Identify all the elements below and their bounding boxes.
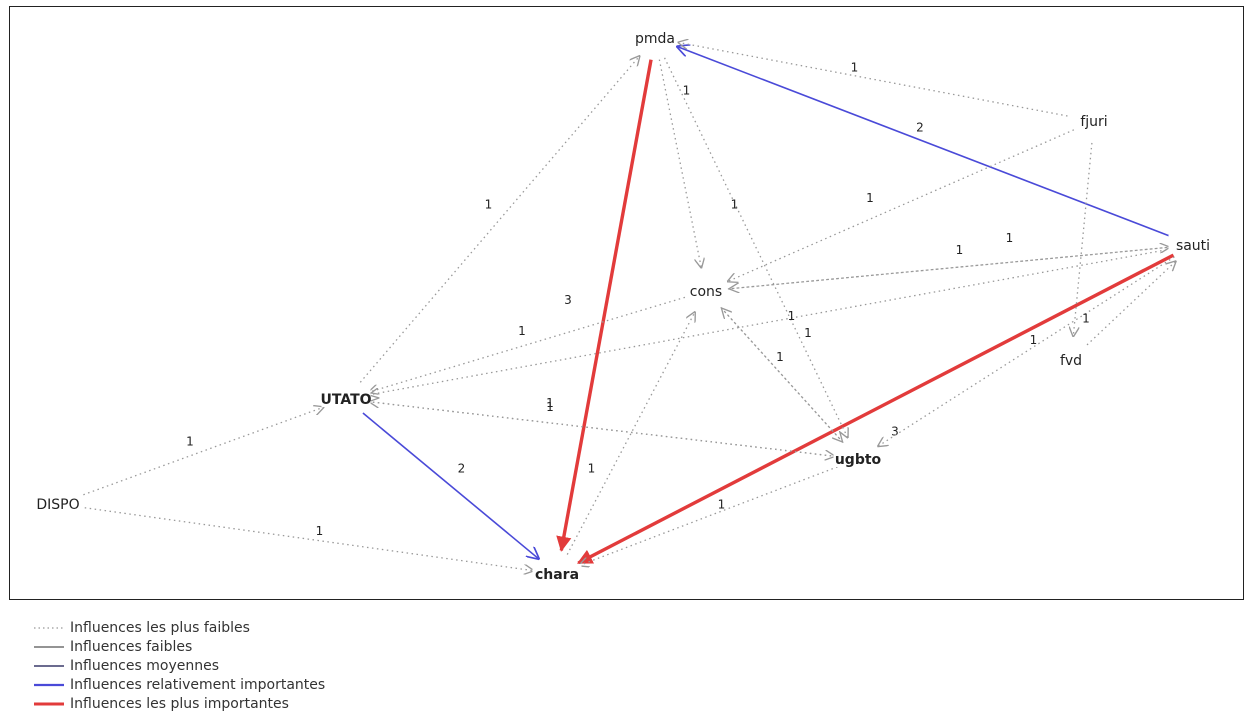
edge-weight-label: 1 [316,524,324,538]
edge-chara-to-cons [566,312,695,555]
edge-weight-label: 1 [866,191,874,205]
legend-swatch-weak [34,645,64,648]
legend-item-relative: Influences relativement importantes [34,675,434,694]
edge-weight-label: 1 [788,309,796,323]
edge-DISPO-to-chara [79,506,533,571]
edge-weight-label: 1 [1082,312,1090,326]
node-ugbto: ugbto [835,452,882,468]
node-pmda: pmda [635,31,675,47]
node-chara: chara [535,567,579,583]
edge-weight-label: 3 [891,425,899,439]
node-cons: cons [690,284,722,300]
node-bg-cons [685,281,727,299]
node-UTATO: UTATO [320,392,371,408]
node-bg-chara [532,564,582,582]
edge-weight-label: 1 [588,462,596,476]
edge-fjuri-to-cons [728,129,1075,282]
edge-pmda-to-ugbto [663,57,848,438]
legend: Influences les plus faibles Influences f… [34,618,434,713]
edge-ugbto-to-cons [722,309,844,444]
edge-weight-label: 1 [485,198,493,212]
legend-label: Influences les plus faibles [70,619,250,636]
edge-cons-to-sauti [727,247,1169,290]
legend-swatch-strongest [34,702,64,705]
legend-item-weak: Influences faibles [34,637,434,656]
node-bg-DISPO [33,494,83,512]
node-DISPO: DISPO [36,497,79,513]
legend-item-weakest: Influences les plus faibles [34,618,434,637]
edge-weight-label: 1 [851,61,859,75]
edge-pmda-to-cons [658,59,701,268]
edge-weight-label: 1 [1006,231,1014,245]
edge-sauti-to-cons [730,246,1172,289]
edge-weight-label: 1 [683,84,691,98]
graph-frame: 3 3 2 2 1 1 1 1 1 1 1 1 1 1 1 1 1 1 1 1 1 1 1 pmda fjuri sauti con… [9,6,1244,600]
edge-weight-label: 1 [804,326,812,340]
edge-weight-label: 2 [916,121,924,135]
node-layer: pmda fjuri sauti cons fvd UTATO ugbto DISPO char… [33,28,1218,583]
legend-label: Influences moyennes [70,657,219,674]
edge-cons-to-ugbto [720,306,842,441]
edge-DISPO-to-UTATO [78,407,324,498]
legend-swatch-medium [34,664,64,667]
edge-sauti-to-ugbto [878,256,1175,446]
edge-ugbto-to-chara [579,466,838,566]
edge-UTATO-to-ugbto [367,400,834,457]
node-fvd: fvd [1060,353,1082,369]
edge-sauti-to-UTATO [370,248,1172,395]
legend-item-strongest: Influences les plus importantes [34,694,434,713]
influence-graph: 33221111111111111111111pmdafjurisauticon… [33,28,1218,583]
legend-label: Influences les plus importantes [70,695,289,712]
edge-sauti-to-chara [576,253,1175,565]
edge-weight-label: 1 [186,435,194,449]
node-bg-pmda [634,28,676,46]
edge-weight-label: 1 [546,396,554,410]
edge-weight-label: 1 [1030,333,1038,347]
legend-label: Influences faibles [70,638,193,655]
edge-UTATO-to-pmda [359,56,639,383]
legend-swatch-relative [34,683,64,686]
node-bg-fvd [1055,350,1087,368]
edge-cons-to-UTATO [369,296,686,392]
edge-weight-label: 1 [546,400,554,414]
edge-pmda-to-chara [556,59,653,552]
legend-label: Influences relativement importantes [70,676,326,693]
node-fjuri: fjuri [1080,114,1107,130]
node-bg-sauti [1168,235,1218,253]
node-bg-fjuri [1069,111,1119,129]
edge-weight-label: 1 [518,324,526,338]
edge-weight-label: 1 [956,243,964,257]
edge-UTATO-to-chara [362,412,539,559]
node-bg-ugbto [833,449,883,467]
node-sauti: sauti [1176,238,1210,254]
edge-weight-label: 3 [564,293,572,307]
legend-swatch-weakest [34,626,64,629]
node-bg-UTATO [321,389,371,407]
edge-fjuri-to-pmda [679,42,1073,118]
legend-item-medium: Influences moyennes [34,656,434,675]
edge-weight-label: 2 [458,462,466,476]
edge-sauti-to-pmda [677,47,1173,238]
edge-weight-label: 1 [731,198,739,212]
edge-weight-label: 1 [718,498,726,512]
edge-weight-label: 1 [776,350,784,364]
edge-fvd-to-sauti [1086,261,1176,346]
